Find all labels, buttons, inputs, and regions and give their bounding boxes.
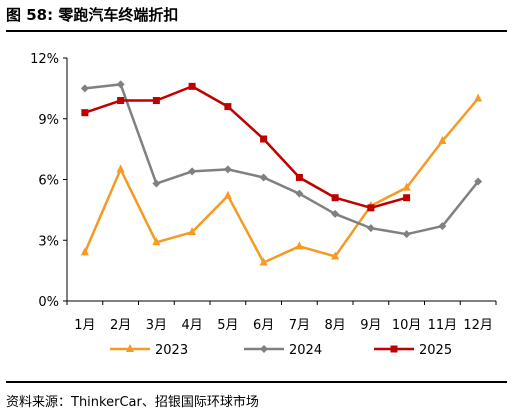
data-point-2025 (81, 109, 89, 117)
data-point-2025 (331, 194, 339, 202)
data-point-2024 (116, 80, 125, 89)
x-tick-label: 5月 (217, 318, 238, 333)
data-point-2024 (223, 165, 232, 174)
y-tick-label: 12% (30, 52, 59, 67)
data-point-2025 (224, 103, 232, 111)
series-2023 (80, 93, 483, 266)
data-point-2025 (188, 82, 196, 90)
data-point-2024 (295, 189, 304, 198)
data-point-2025 (117, 97, 125, 105)
chart-axes: 0% 3% 6% 9% 12% 1月 2月 3月 4月 5月 6月 7月 8月 9月 10月 11月 12月 (30, 52, 497, 333)
series-2024 (80, 80, 483, 239)
data-point-2024 (259, 173, 268, 182)
legend-item-2025: 2025 (374, 343, 452, 358)
data-point-2024 (331, 209, 340, 218)
data-point-2024 (188, 167, 197, 176)
data-point-2023 (188, 227, 197, 236)
data-point-2023 (223, 190, 232, 199)
data-point-2023 (474, 93, 483, 102)
x-tick-label: 9月 (360, 318, 381, 333)
y-tick-label: 3% (38, 234, 59, 249)
data-point-2024 (474, 177, 483, 186)
chart-series (80, 80, 483, 266)
data-point-2024 (402, 230, 411, 239)
series-2025 (81, 82, 411, 212)
x-tick-label: 12月 (463, 318, 493, 333)
y-tick-label: 0% (38, 295, 59, 310)
legend-label: 2025 (419, 343, 452, 358)
series-line-2024 (84, 83, 480, 236)
x-tick-label: 10月 (392, 318, 422, 333)
x-tick-label: 4月 (181, 318, 202, 333)
x-tick-label: 1月 (74, 318, 95, 333)
title-rule (6, 30, 507, 32)
x-tick-label: 8月 (324, 318, 345, 333)
data-point-2023 (331, 251, 340, 260)
data-point-2024 (366, 224, 375, 233)
series-line-2023 (83, 97, 480, 264)
legend-marker (390, 345, 398, 353)
data-point-2023 (259, 257, 268, 266)
legend-item-2023: 2023 (110, 343, 188, 358)
y-tick-label: 6% (38, 174, 59, 189)
data-point-2023 (295, 241, 304, 250)
data-point-2023 (402, 182, 411, 191)
data-point-2023 (116, 164, 125, 173)
data-point-2025 (295, 173, 303, 181)
x-tick-label: 7月 (289, 318, 310, 333)
data-point-2024 (438, 222, 447, 231)
source-rule (6, 381, 507, 383)
legend-label: 2024 (289, 343, 322, 358)
y-tick-label: 9% (38, 113, 59, 128)
line-chart: 0% 3% 6% 9% 12% 1月 2月 3月 4月 5月 6月 7月 8月 9月 10月 11月 12月 2… (30, 52, 497, 358)
x-tick-label: 3月 (146, 318, 167, 333)
data-point-2025 (152, 97, 160, 105)
figure-title: 图 58: 零跑汽车终端折扣 (6, 6, 179, 24)
series-line-2025 (84, 85, 407, 210)
source-note: 资料来源：ThinkerCar、招银国际环球市场 (6, 395, 259, 410)
chart-legend: 2023 2024 2025 (110, 343, 452, 358)
legend-item-2024: 2024 (244, 343, 322, 358)
data-point-2025 (260, 135, 268, 143)
data-point-2024 (80, 84, 89, 93)
data-point-2023 (80, 247, 89, 256)
data-point-2023 (438, 136, 447, 145)
data-point-2025 (403, 194, 411, 202)
data-point-2025 (367, 204, 375, 212)
data-point-2023 (152, 237, 161, 246)
legend-marker (260, 345, 268, 353)
data-point-2024 (152, 179, 161, 188)
legend-marker (126, 344, 134, 352)
x-tick-label: 6月 (253, 318, 274, 333)
legend-label: 2023 (155, 343, 188, 358)
x-tick-label: 11月 (428, 318, 458, 333)
x-tick-label: 2月 (110, 318, 131, 333)
